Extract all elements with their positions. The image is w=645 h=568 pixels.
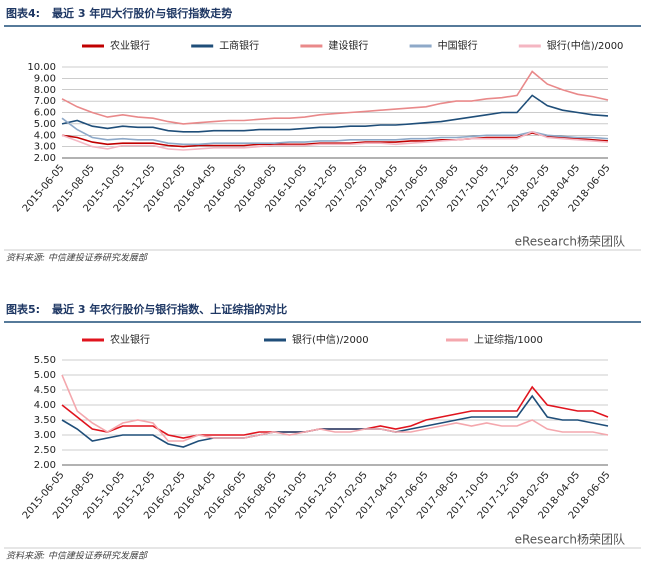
legend-label: 工商银行: [219, 39, 259, 52]
legend-label: 银行(中信)/2000: [547, 39, 624, 52]
y-tick-label: 4.00: [34, 400, 56, 411]
series-line: [61, 385, 609, 439]
source-note: 资料来源: 中信建投证券研究发展部: [6, 551, 149, 562]
figure-title: 最近 3 年四大行股价与银行指数走势: [52, 6, 232, 20]
y-tick-label: 2.50: [34, 445, 56, 456]
figure-label: 图表5:: [6, 302, 40, 316]
y-tick-label: 4.50: [34, 385, 56, 396]
y-tick-label: 2.00: [34, 153, 56, 164]
y-tick-label: 2.00: [34, 460, 56, 471]
y-tick-label: 7.00: [34, 96, 56, 107]
series-line: [61, 394, 609, 448]
legend-label: 农业银行: [110, 39, 150, 52]
y-tick-label: 9.00: [34, 73, 56, 84]
figure-title: 最近 3 年农行股价与银行指数、上证综指的对比: [52, 302, 287, 316]
watermark: eResearch杨荣团队: [515, 532, 625, 547]
watermark: eResearch杨荣团队: [515, 234, 625, 249]
series-line: [61, 117, 609, 146]
series-line: [61, 132, 609, 148]
y-tick-label: 8.00: [34, 85, 56, 96]
y-tick-label: 5.00: [34, 370, 56, 381]
source-note: 资料来源: 中信建投证券研究发展部: [6, 253, 149, 264]
y-tick-label: 4.00: [34, 130, 56, 141]
legend-label: 上证综指/1000: [474, 333, 543, 346]
series-line: [61, 374, 609, 442]
y-tick-label: 3.50: [34, 415, 56, 426]
y-tick-label: 3.00: [34, 142, 56, 153]
legend-label: 农业银行: [110, 333, 150, 346]
legend-label: 建设银行: [328, 39, 368, 52]
series-line: [61, 130, 609, 151]
y-tick-label: 3.00: [34, 430, 56, 441]
y-tick-label: 6.00: [34, 108, 56, 119]
series-line: [61, 94, 609, 133]
y-tick-label: 5.50: [34, 355, 56, 366]
legend-label: 中国银行: [438, 39, 478, 52]
figure-label: 图表4:: [6, 6, 40, 20]
y-tick-label: 5.00: [34, 119, 56, 130]
y-tick-label: 10.00: [27, 62, 56, 73]
legend-label: 银行(中信)/2000: [292, 333, 369, 346]
series-line: [61, 70, 609, 125]
